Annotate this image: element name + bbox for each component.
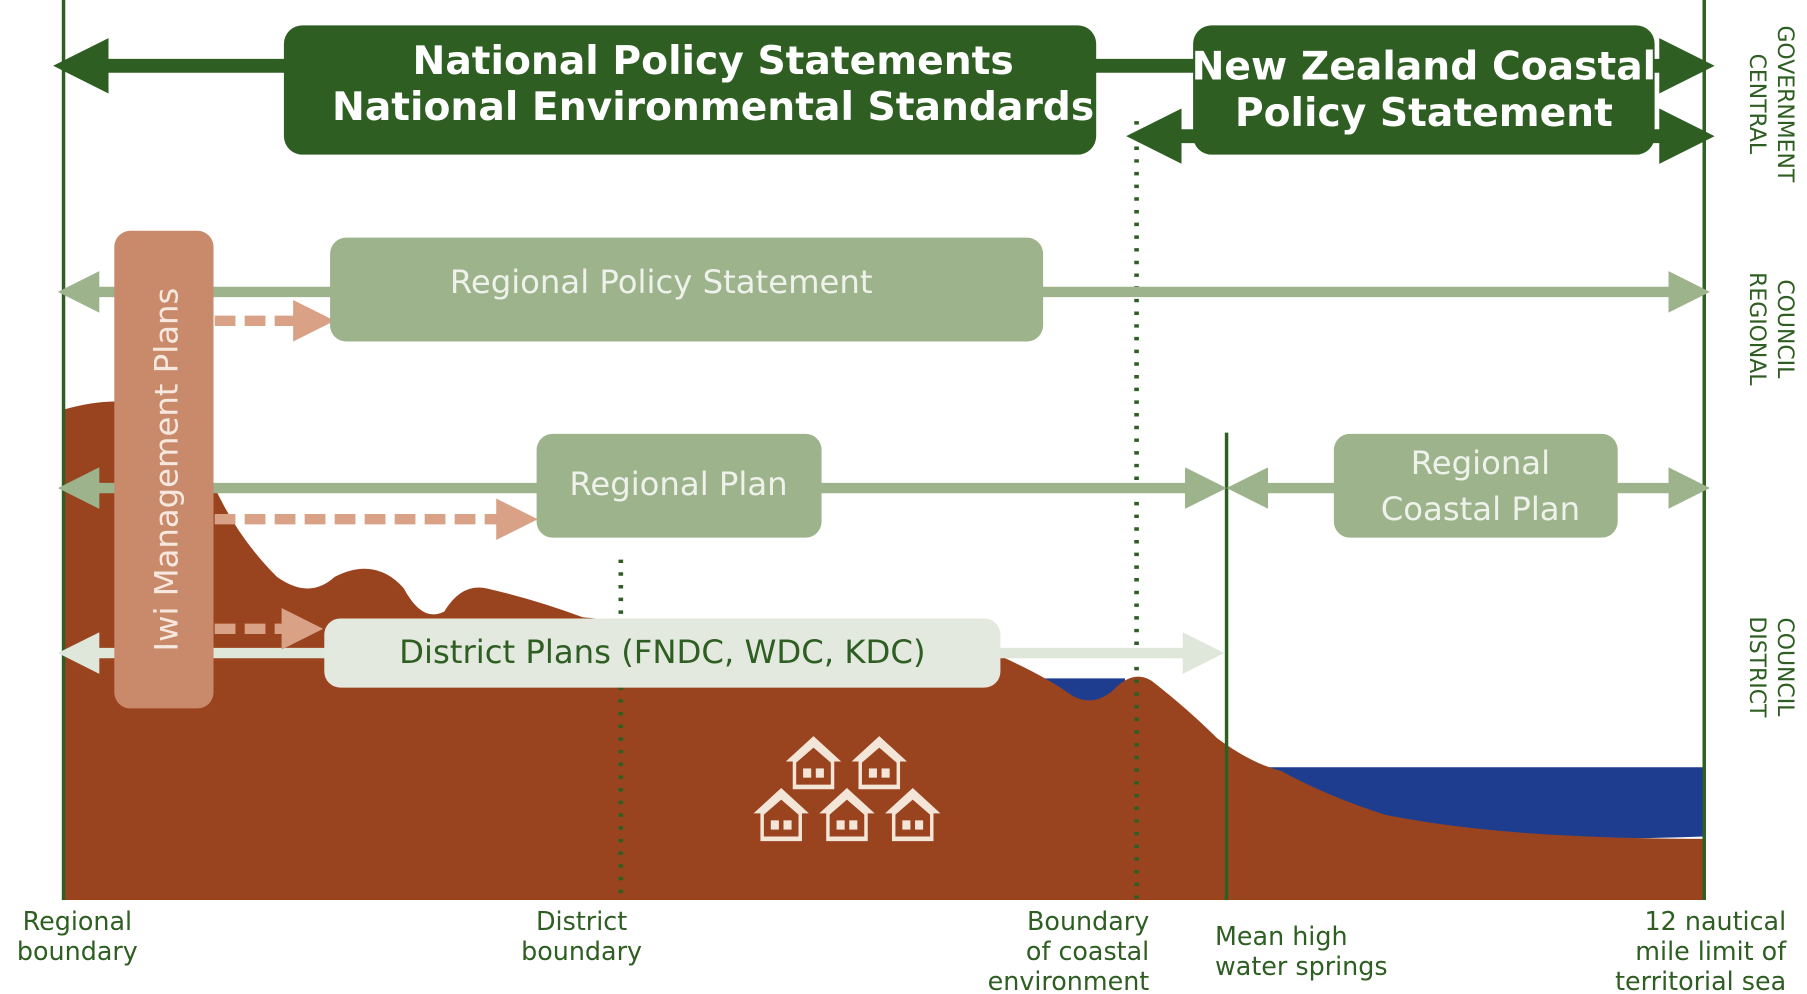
boundary-label: mile limit of (1635, 936, 1787, 966)
side-labels: CENTRAL GOVERNMENT REGIONAL COUNCIL DIST… (1744, 25, 1797, 718)
side-label: COUNCIL (1772, 617, 1797, 717)
box-label: National Environmental Standards (332, 85, 1094, 130)
box-label: Policy Statement (1235, 91, 1613, 136)
bottom-labels: Regional boundary District boundary Boun… (17, 906, 1787, 994)
boundary-label: boundary (521, 936, 642, 966)
side-label: DISTRICT (1744, 616, 1769, 718)
boundary-label: environment (988, 966, 1150, 994)
side-label: COUNCIL (1772, 279, 1797, 379)
box-label: National Policy Statements (413, 39, 1014, 84)
boundary-label: of coastal (1026, 936, 1149, 966)
boundary-label: water springs (1215, 951, 1388, 981)
box-label: Regional Policy Statement (450, 263, 873, 301)
boundary-label: boundary (17, 936, 138, 966)
diagram: National Policy Statements National Envi… (0, 0, 1807, 994)
boundary-label: Boundary (1027, 906, 1149, 936)
boundary-label: Mean high (1215, 921, 1348, 951)
box-label: Coastal Plan (1381, 490, 1580, 528)
side-label: CENTRAL (1744, 54, 1769, 155)
boundary-label: District (536, 906, 627, 936)
boundary-label: territorial sea (1615, 966, 1786, 994)
box-label: Iwi Management Plans (148, 288, 186, 652)
box-label: New Zealand Coastal (1192, 45, 1657, 90)
box-label: Regional Plan (569, 465, 787, 503)
side-label: GOVERNMENT (1772, 25, 1797, 182)
box-label: District Plans (FNDC, WDC, KDC) (399, 633, 925, 671)
box-label: Regional (1411, 444, 1550, 482)
boundary-label: Regional (23, 906, 132, 936)
boundary-label: 12 nautical (1645, 906, 1787, 936)
side-label: REGIONAL (1744, 272, 1769, 386)
